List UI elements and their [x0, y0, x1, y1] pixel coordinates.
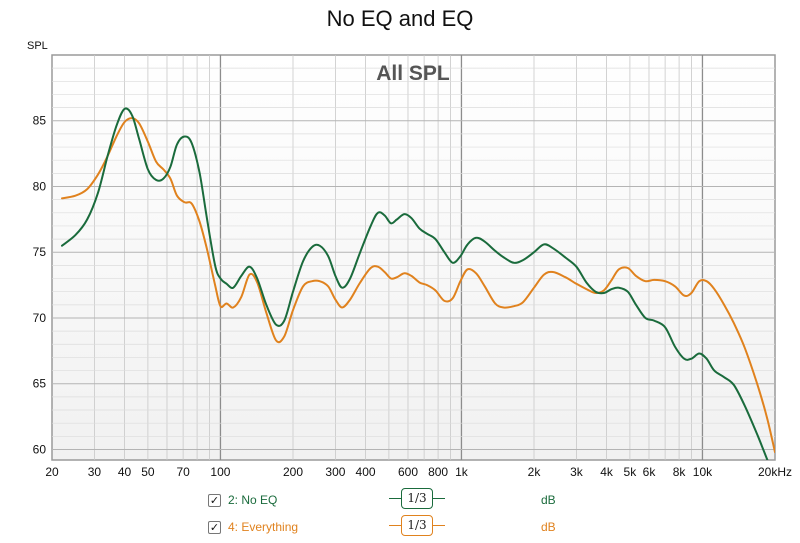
x-tick-label: 20 — [45, 465, 59, 479]
smoothing-selector[interactable]: 1/3 — [389, 515, 445, 537]
series-line-everything — [61, 117, 775, 454]
x-tick-label: 2k — [528, 465, 542, 479]
legend-line-swatch — [389, 525, 401, 526]
x-tick-label: 6k — [643, 465, 657, 479]
series-visibility-checkbox[interactable]: ✓ — [208, 494, 221, 507]
chart-title: No EQ and EQ — [326, 6, 474, 31]
y-tick-label: 75 — [33, 245, 47, 259]
x-tick-label: 70 — [176, 465, 190, 479]
x-tick-label: 10k — [693, 465, 713, 479]
x-tick-label: 600 — [398, 465, 418, 479]
smoothing-value: 1/3 — [401, 515, 433, 536]
series-line-no-eq — [61, 107, 769, 460]
x-tick-label: 8k — [673, 465, 687, 479]
y-tick-label: 65 — [33, 377, 47, 391]
x-tick-label: 1k — [455, 465, 469, 479]
legend-entry-no-eq: ✓ 2: No EQ 1/3 dB — [208, 488, 768, 511]
smoothing-value: 1/3 — [401, 488, 433, 509]
legend-unit: dB — [541, 493, 556, 507]
x-tick-label: 4k — [600, 465, 614, 479]
legend-line-swatch — [389, 498, 401, 499]
plot-area — [51, 54, 776, 461]
legend-unit: dB — [541, 520, 556, 534]
x-tick-label: 40 — [118, 465, 132, 479]
plot-subtitle: All SPL — [376, 62, 450, 85]
legend-line-swatch — [433, 525, 445, 526]
legend-series-name: 4: Everything — [228, 520, 299, 534]
x-tick-label: 200 — [283, 465, 303, 479]
y-tick-label: 85 — [33, 114, 47, 128]
y-axis-label: SPL — [27, 40, 48, 52]
y-tick-label: 80 — [33, 179, 47, 193]
y-tick-label: 70 — [33, 311, 47, 325]
x-tick-label: 5k — [624, 465, 638, 479]
legend-entry-everything: ✓ 4: Everything 1/3 dB — [208, 515, 768, 538]
x-tick-label: 30 — [88, 465, 102, 479]
x-tick-label: 300 — [325, 465, 345, 479]
x-tick-label: 3k — [570, 465, 584, 479]
y-tick-label: 60 — [33, 442, 47, 456]
legend-line-swatch — [433, 498, 445, 499]
x-tick-label: 20kHz — [758, 465, 792, 479]
series-visibility-checkbox[interactable]: ✓ — [208, 521, 221, 534]
x-tick-label: 100 — [210, 465, 230, 479]
x-tick-label: 50 — [141, 465, 155, 479]
legend-series-name: 2: No EQ — [228, 493, 278, 507]
smoothing-selector[interactable]: 1/3 — [389, 488, 445, 510]
x-tick-label: 400 — [356, 465, 376, 479]
x-tick-label: 800 — [428, 465, 448, 479]
